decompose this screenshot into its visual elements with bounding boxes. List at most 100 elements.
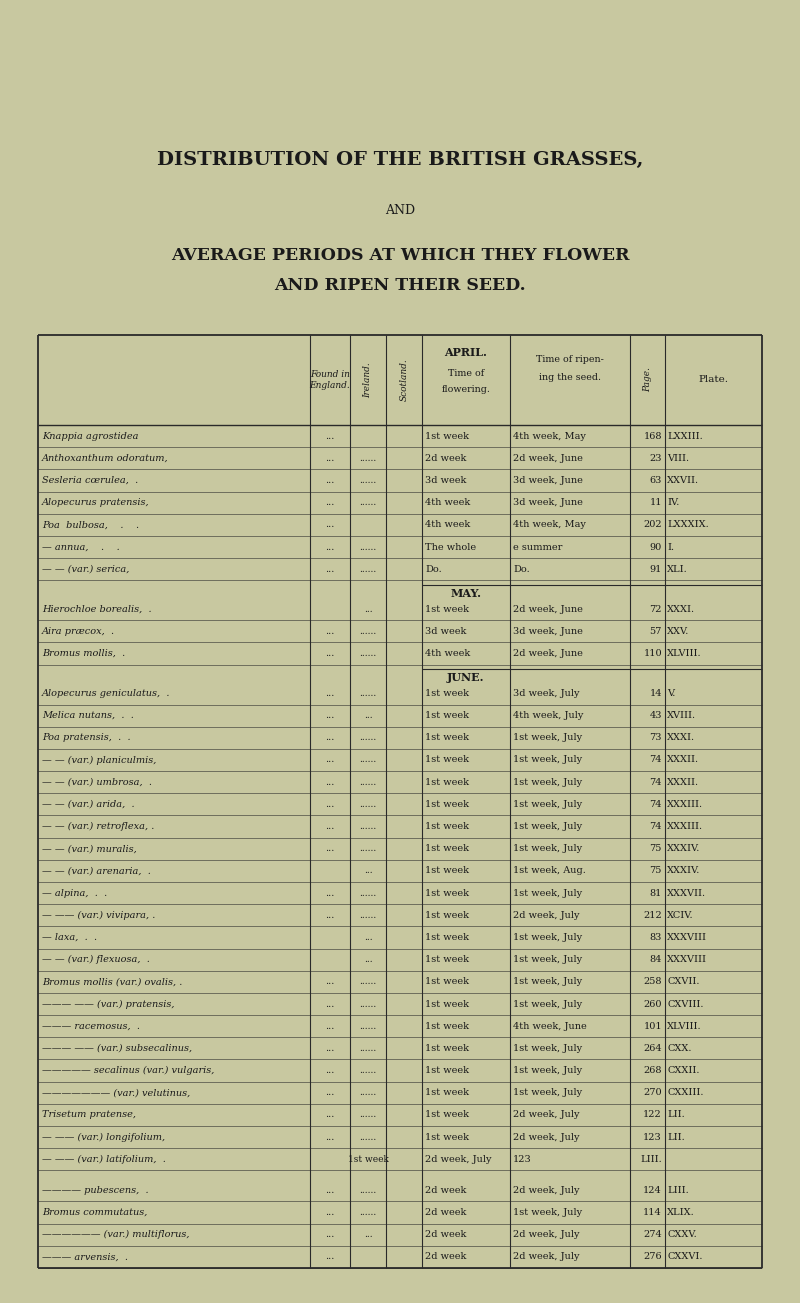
Text: ...: ... xyxy=(364,711,372,721)
Text: XXXI.: XXXI. xyxy=(667,605,695,614)
Text: 81: 81 xyxy=(650,889,662,898)
Text: 1st week: 1st week xyxy=(425,933,469,942)
Text: ...: ... xyxy=(326,1132,334,1141)
Text: XXXIV.: XXXIV. xyxy=(667,866,700,876)
Text: CXXIII.: CXXIII. xyxy=(667,1088,703,1097)
Text: ...: ... xyxy=(326,977,334,986)
Text: 1st week, Aug.: 1st week, Aug. xyxy=(513,866,586,876)
Text: 2d week: 2d week xyxy=(425,1186,466,1195)
Text: AVERAGE PERIODS AT WHICH THEY FLOWER: AVERAGE PERIODS AT WHICH THEY FLOWER xyxy=(170,246,630,263)
Text: 1st week: 1st week xyxy=(425,1088,469,1097)
Text: 57: 57 xyxy=(650,627,662,636)
Text: 2d week, July: 2d week, July xyxy=(513,911,579,920)
Text: 202: 202 xyxy=(643,520,662,529)
Text: ...: ... xyxy=(326,627,334,636)
Text: ——— —— (var.) subsecalinus,: ——— —— (var.) subsecalinus, xyxy=(42,1044,192,1053)
Text: ...: ... xyxy=(364,605,372,614)
Text: XXXIII.: XXXIII. xyxy=(667,822,703,831)
Text: 270: 270 xyxy=(643,1088,662,1097)
Text: ......: ...... xyxy=(359,889,377,898)
Text: ...: ... xyxy=(326,498,334,507)
Text: Scotland.: Scotland. xyxy=(399,358,409,401)
Text: 1st week, July: 1st week, July xyxy=(513,822,582,831)
Text: 1st week, July: 1st week, July xyxy=(513,844,582,853)
Text: ......: ...... xyxy=(359,649,377,658)
Text: 1st week: 1st week xyxy=(425,431,469,440)
Text: 276: 276 xyxy=(643,1252,662,1261)
Text: ......: ...... xyxy=(359,977,377,986)
Text: Bromus mollis,  .: Bromus mollis, . xyxy=(42,649,126,658)
Text: 1st week: 1st week xyxy=(425,778,469,787)
Text: XXXII.: XXXII. xyxy=(667,756,699,765)
Text: LXXXIX.: LXXXIX. xyxy=(667,520,709,529)
Text: ......: ...... xyxy=(359,800,377,809)
Text: ...: ... xyxy=(326,564,334,573)
Text: 72: 72 xyxy=(650,605,662,614)
Text: Aira præcox,  .: Aira præcox, . xyxy=(42,627,115,636)
Text: ......: ...... xyxy=(359,1022,377,1031)
Text: ...: ... xyxy=(326,1022,334,1031)
Text: 2d week: 2d week xyxy=(425,1230,466,1239)
Text: 1st week: 1st week xyxy=(425,911,469,920)
Text: 2d week, June: 2d week, June xyxy=(513,649,583,658)
Text: LII.: LII. xyxy=(667,1132,685,1141)
Text: Sesleria cœrulea,  .: Sesleria cœrulea, . xyxy=(42,476,138,485)
Text: 3d week, June: 3d week, June xyxy=(513,498,583,507)
Text: AND: AND xyxy=(385,203,415,216)
Text: 4th week, July: 4th week, July xyxy=(513,711,583,721)
Text: Bromus mollis (var.) ovalis, .: Bromus mollis (var.) ovalis, . xyxy=(42,977,182,986)
Text: 1st week: 1st week xyxy=(347,1154,389,1164)
Text: ——————— (var.) velutinus,: ——————— (var.) velutinus, xyxy=(42,1088,190,1097)
Text: 63: 63 xyxy=(650,476,662,485)
Text: 2d week: 2d week xyxy=(425,1208,466,1217)
Text: Alopecurus pratensis,: Alopecurus pratensis, xyxy=(42,498,150,507)
Text: 1st week, July: 1st week, July xyxy=(513,778,582,787)
Text: ...: ... xyxy=(326,476,334,485)
Text: 1st week: 1st week xyxy=(425,734,469,743)
Text: 2d week, June: 2d week, June xyxy=(513,605,583,614)
Text: 1st week: 1st week xyxy=(425,1110,469,1119)
Text: Page.: Page. xyxy=(643,367,652,392)
Text: 1st week, July: 1st week, July xyxy=(513,1044,582,1053)
Text: 11: 11 xyxy=(650,498,662,507)
Text: DISTRIBUTION OF THE BRITISH GRASSES,: DISTRIBUTION OF THE BRITISH GRASSES, xyxy=(157,151,643,169)
Text: ...: ... xyxy=(364,1230,372,1239)
Text: 3d week, June: 3d week, June xyxy=(513,627,583,636)
Text: ......: ...... xyxy=(359,1132,377,1141)
Text: Knappia agrostidea: Knappia agrostidea xyxy=(42,431,138,440)
Text: 4th week: 4th week xyxy=(425,520,470,529)
Text: ...: ... xyxy=(326,1208,334,1217)
Text: flowering.: flowering. xyxy=(442,384,490,394)
Text: — — (var.) arenaria,  .: — — (var.) arenaria, . xyxy=(42,866,151,876)
Text: 83: 83 xyxy=(650,933,662,942)
Text: ......: ...... xyxy=(359,1088,377,1097)
Text: 1st week, July: 1st week, July xyxy=(513,800,582,809)
Text: 74: 74 xyxy=(650,800,662,809)
Text: — — (var.) arida,  .: — — (var.) arida, . xyxy=(42,800,134,809)
Text: 4th week, May: 4th week, May xyxy=(513,520,586,529)
Text: 1st week, July: 1st week, July xyxy=(513,933,582,942)
Text: 1st week: 1st week xyxy=(425,1066,469,1075)
Text: AND RIPEN THEIR SEED.: AND RIPEN THEIR SEED. xyxy=(274,276,526,293)
Text: 114: 114 xyxy=(643,1208,662,1217)
Text: ...: ... xyxy=(326,711,334,721)
Text: ......: ...... xyxy=(359,476,377,485)
Text: XLIX.: XLIX. xyxy=(667,1208,694,1217)
Text: 3d week, July: 3d week, July xyxy=(513,689,579,698)
Text: ——— racemosus,  .: ——— racemosus, . xyxy=(42,1022,140,1031)
Text: 3d week, June: 3d week, June xyxy=(513,476,583,485)
Text: LIII.: LIII. xyxy=(667,1186,689,1195)
Text: Do.: Do. xyxy=(425,564,442,573)
Text: ......: ...... xyxy=(359,734,377,743)
Text: Time of ripen-: Time of ripen- xyxy=(536,356,604,365)
Text: 84: 84 xyxy=(650,955,662,964)
Text: ...: ... xyxy=(326,689,334,698)
Text: XXXI.: XXXI. xyxy=(667,734,695,743)
Text: Do.: Do. xyxy=(513,564,530,573)
Text: 1st week: 1st week xyxy=(425,866,469,876)
Text: XLVIII.: XLVIII. xyxy=(667,649,702,658)
Text: — — (var.) serica,: — — (var.) serica, xyxy=(42,564,130,573)
Text: 168: 168 xyxy=(643,431,662,440)
Text: MAY.: MAY. xyxy=(450,588,482,598)
Text: XCIV.: XCIV. xyxy=(667,911,694,920)
